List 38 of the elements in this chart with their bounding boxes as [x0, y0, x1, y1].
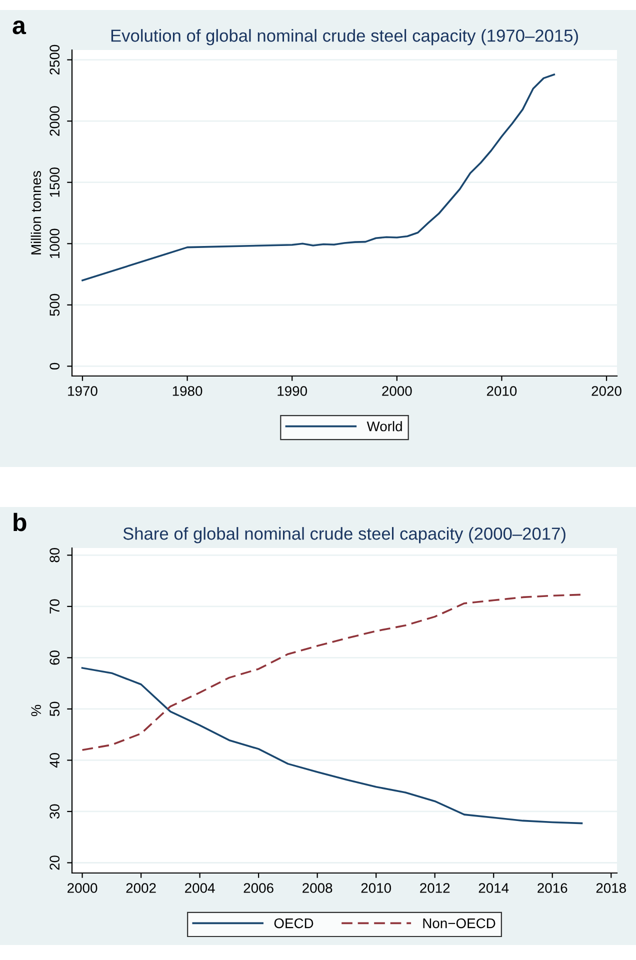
x-tick-label: 1980	[172, 386, 202, 396]
x-tick-label: 2012	[420, 883, 450, 893]
x-tick-label: 2006	[244, 883, 274, 893]
y-tick-label: 80	[50, 548, 60, 562]
y-tick-label: 2500	[50, 44, 60, 75]
y-tick-label: 500	[50, 294, 60, 316]
legend-label: Non−OECD	[423, 918, 496, 928]
y-tick-label: 60	[50, 650, 60, 665]
y-tick-label: 50	[50, 702, 60, 716]
y-tick-label: 40	[50, 753, 60, 768]
chart-title: Evolution of global nominal crude steel capacity (1970–2015)	[111, 29, 578, 46]
x-tick-label: 2016	[538, 883, 568, 893]
x-tick-label: 2002	[126, 883, 156, 893]
x-tick-label: 2010	[486, 386, 517, 396]
text: b	[14, 512, 26, 532]
x-tick-label: 2004	[185, 883, 215, 893]
x-tick-label: 2000	[68, 883, 98, 893]
x-tick-label: 2018	[596, 883, 626, 893]
y-tick-label: 1500	[50, 167, 60, 197]
x-tick-label: 1990	[278, 386, 308, 396]
y-tick-label: 0	[50, 362, 60, 370]
x-tick-label: 2000	[382, 386, 412, 396]
chart-title: Share of global nominal crude steel capacity (2000–2017)	[123, 527, 566, 544]
y-tick-label: 70	[50, 599, 60, 614]
x-tick-label: 2014	[478, 883, 509, 893]
x-tick-label: 2010	[361, 883, 391, 893]
y-tick-label: 20	[50, 856, 60, 870]
y-axis-title: Million tonnes	[30, 171, 42, 254]
y-tick-label: 1000	[50, 228, 60, 258]
y-tick-label: 2000	[50, 106, 60, 136]
text: a	[12, 20, 26, 34]
x-tick-label: 1970	[68, 386, 98, 396]
y-tick-label: 30	[50, 804, 60, 819]
x-tick-label: 2008	[302, 883, 332, 893]
x-tick-label: 2020	[592, 386, 622, 396]
legend-label: OECD	[274, 918, 314, 928]
legend-label: World	[366, 421, 402, 432]
y-axis-title: %	[31, 704, 41, 716]
